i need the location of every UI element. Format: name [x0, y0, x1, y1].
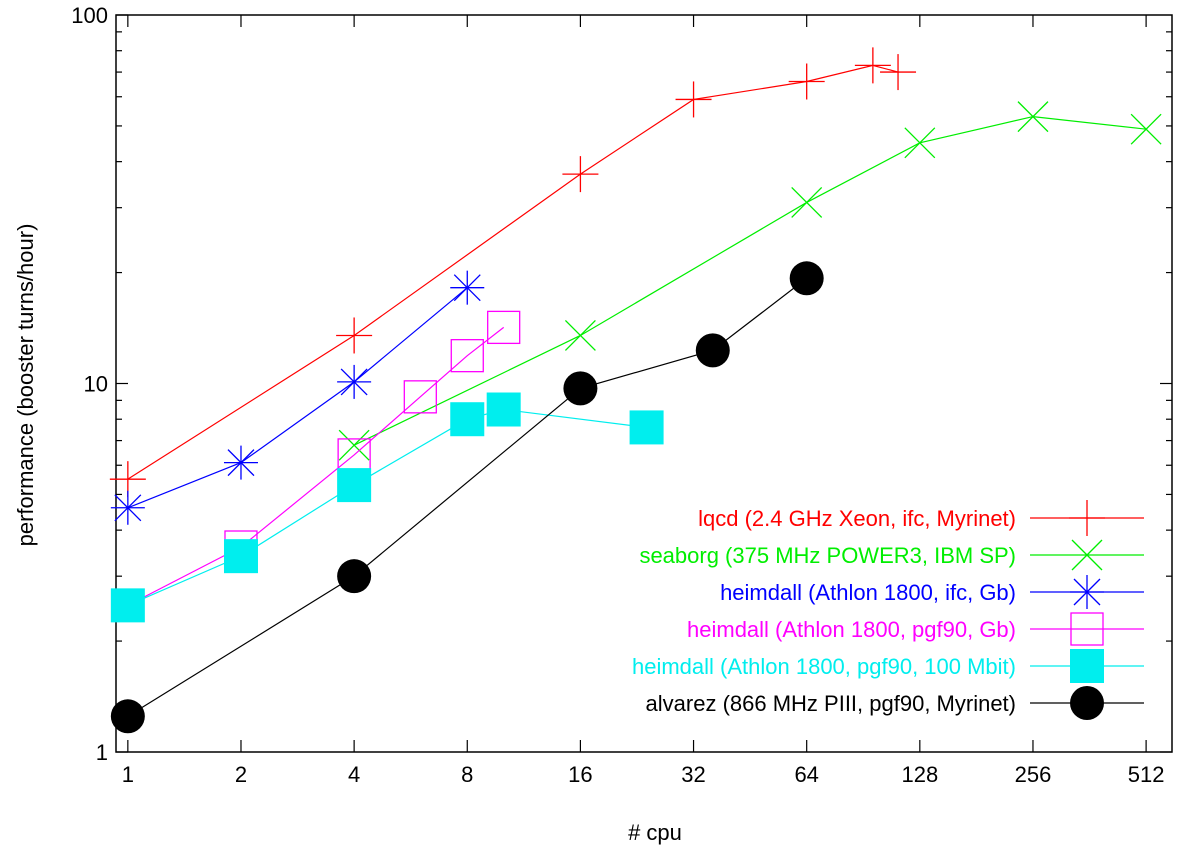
series-4	[111, 310, 521, 623]
legend-entry: heimdall (Athlon 1800, pgf90, 100 Mbit)	[632, 649, 1144, 683]
data-point	[336, 317, 373, 354]
cross-marker-b	[904, 127, 936, 159]
data-point	[563, 371, 598, 406]
x-tick-label: 1	[122, 762, 134, 787]
y-tick-label: 100	[71, 3, 108, 28]
data-point	[338, 429, 370, 461]
legend-entry: lqcd (2.4 GHz Xeon, ifc, Myrinet)	[698, 500, 1144, 536]
asterisk-marker-b	[340, 368, 368, 396]
data-point	[337, 364, 372, 399]
x-tick-label: 4	[348, 762, 360, 787]
x-tick-label: 128	[901, 762, 938, 787]
cross-marker-b	[564, 320, 596, 351]
series-line	[127, 287, 468, 509]
x-tick-label: 64	[794, 762, 818, 787]
data-point	[675, 81, 712, 118]
series-3	[110, 270, 485, 525]
data-point	[337, 559, 372, 594]
data-point	[904, 127, 936, 159]
asterisk-marker-b	[1073, 578, 1101, 606]
legend-entry: alvarez (866 MHz PIII, pgf90, Myrinet)	[646, 686, 1144, 720]
data-point	[562, 156, 599, 193]
data-point	[450, 402, 485, 437]
data-point	[486, 392, 521, 427]
legend-marker	[1070, 612, 1104, 646]
data-point	[1017, 101, 1049, 133]
data-point	[223, 445, 258, 480]
legend-marker	[1070, 686, 1104, 720]
legend-marker	[1070, 575, 1104, 609]
legend-label: alvarez (866 MHz PIII, pgf90, Myrinet)	[646, 691, 1016, 716]
y-tick-label: 10	[84, 372, 108, 397]
legend-label: lqcd (2.4 GHz Xeon, ifc, Myrinet)	[698, 506, 1016, 531]
x-tick-label: 512	[1128, 762, 1165, 787]
legend-marker	[1070, 649, 1104, 683]
legend-entry: heimdall (Athlon 1800, ifc, Gb)	[720, 575, 1144, 609]
cross-marker-b	[1130, 113, 1162, 145]
legend-marker	[1069, 500, 1105, 536]
data-point	[789, 261, 824, 296]
legend-label: heimdall (Athlon 1800, pgf90, Gb)	[687, 617, 1016, 642]
data-point	[564, 320, 596, 351]
asterisk-marker-b	[227, 449, 255, 477]
series-line	[127, 408, 647, 606]
data-point	[450, 339, 484, 373]
series-line	[127, 326, 505, 606]
legend: lqcd (2.4 GHz Xeon, ifc, Myrinet) seaborg…	[632, 500, 1144, 720]
series-layer	[109, 47, 1162, 734]
data-point	[403, 380, 437, 414]
x-tick-label: 32	[681, 762, 705, 787]
legend-marker	[1071, 539, 1103, 571]
data-point	[110, 699, 145, 734]
series-line	[353, 115, 1147, 446]
data-point	[110, 588, 145, 623]
cross-marker-b	[791, 186, 823, 218]
axes-layer: 1 10 100 1 2 4 8 16 32 64 128 256 512	[71, 3, 1173, 787]
data-point	[1130, 113, 1162, 145]
data-point	[880, 54, 917, 91]
data-point	[629, 410, 664, 445]
series-5	[110, 392, 664, 623]
cross-marker-b	[1017, 101, 1049, 133]
data-point	[791, 186, 823, 218]
data-point	[854, 47, 891, 84]
y-axis-label: performance (booster turns/hour)	[13, 224, 38, 547]
data-point	[487, 310, 521, 345]
cross-marker-b	[1071, 539, 1103, 571]
cross-marker-b	[338, 429, 370, 461]
y-tick-label: 1	[96, 740, 108, 765]
data-point	[223, 539, 258, 574]
data-point	[695, 333, 730, 368]
data-point	[337, 468, 372, 503]
legend-entry: seaborg (375 MHz POWER3, IBM SP)	[639, 539, 1144, 571]
asterisk-marker-b	[453, 274, 481, 302]
legend-entry: heimdall (Athlon 1800, pgf90, Gb)	[687, 612, 1144, 646]
series-2	[338, 101, 1162, 461]
x-tick-label: 16	[568, 762, 592, 787]
asterisk-marker-b	[114, 494, 142, 522]
series-6	[110, 261, 824, 734]
x-tick-label: 8	[461, 762, 473, 787]
x-tick-label: 256	[1015, 762, 1052, 787]
data-point	[788, 63, 825, 100]
legend-label: seaborg (375 MHz POWER3, IBM SP)	[639, 543, 1016, 568]
data-point	[110, 490, 145, 525]
x-tick-label: 2	[235, 762, 247, 787]
legend-label: heimdall (Athlon 1800, pgf90, 100 Mbit)	[632, 654, 1016, 679]
legend-label: heimdall (Athlon 1800, ifc, Gb)	[720, 580, 1016, 605]
x-axis-label: # cpu	[628, 820, 682, 845]
series-1	[109, 47, 917, 498]
data-point	[450, 270, 485, 305]
